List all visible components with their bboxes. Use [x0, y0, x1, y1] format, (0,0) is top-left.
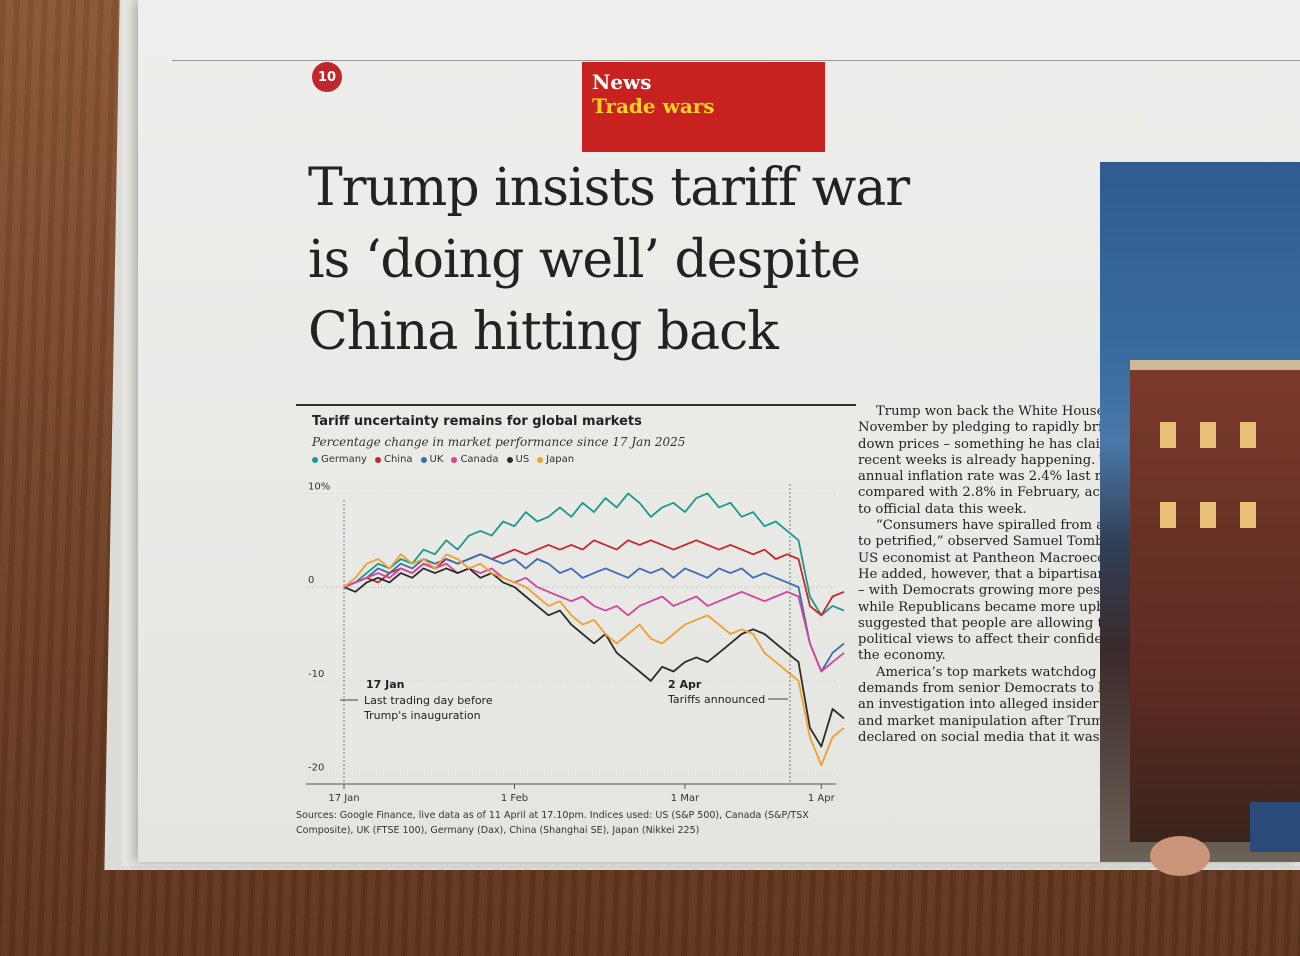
series-line-us: [343, 567, 845, 748]
series-line-japan: [343, 553, 845, 767]
legend-label: Germany: [321, 454, 367, 465]
y-axis-labels: 10% 0 -10 -20: [308, 481, 330, 773]
chart-plot-area: 10% 0 -10 -20 17 Jan 1 Feb 1 Mar 1 Apr 17 Jan …: [306, 481, 845, 804]
photo-window: [1240, 422, 1256, 448]
legend-dot: [506, 456, 513, 463]
body-paragraph: America’s top markets watchdog is facing…: [858, 664, 1158, 745]
legend-item-japan: Japan: [537, 454, 574, 465]
chart-subtitle: Percentage change in market performance …: [312, 435, 686, 449]
series-line-canada: [343, 562, 845, 673]
y-tick-label: -20: [308, 763, 324, 774]
section-kicker: News Trade wars: [582, 62, 825, 152]
x-axis-labels: 17 Jan 1 Feb 1 Mar 1 Apr: [306, 783, 836, 804]
headline-line: is ‘doing well’ despite: [308, 230, 861, 290]
annotation-jan: 17 Jan Last trading day before Trump's i…: [340, 500, 493, 784]
article-body: Trump won back the White House last Nove…: [858, 404, 1158, 746]
legend-dot: [312, 456, 318, 463]
legend-label: Japan: [546, 454, 575, 465]
photo-window: [1200, 502, 1216, 528]
y-tick-label: 0: [308, 575, 314, 586]
y-tick-label: -10: [308, 669, 324, 680]
series-line-uk: [343, 553, 845, 673]
photo-window: [1240, 502, 1256, 528]
topic-label: Trade wars: [592, 94, 715, 118]
x-tick-label: 1 Feb: [501, 793, 528, 804]
body-paragraph: “Consumers have spiralled from anxious t…: [858, 518, 1157, 664]
chart-series-lines: [343, 492, 845, 767]
annotation-apr: 2 Apr Tariffs announced: [667, 484, 791, 784]
headline: Trump insists tariff war is ‘doing well’…: [308, 152, 1068, 368]
legend-label: China: [383, 454, 413, 465]
thumb-holding-page: [1150, 836, 1210, 876]
legend-label: UK: [429, 454, 444, 465]
y-tick-label: 10%: [308, 481, 330, 492]
chart-gridlines: [306, 492, 836, 776]
legend-item-canada: Canada: [451, 454, 499, 465]
chart-legend: Germany China UK Canada US Japan: [312, 454, 574, 465]
x-tick-label: 1 Apr: [808, 793, 836, 804]
legend-label: Canada: [460, 454, 499, 465]
annotation-jan-date: 17 Jan: [366, 678, 404, 691]
legend-dot: [374, 456, 381, 463]
legend-item-us: US: [506, 454, 530, 465]
sources-line: Sources: Google Finance, live data as of…: [296, 810, 809, 821]
annotation-jan-line2: Trump's inauguration: [363, 709, 481, 722]
legend-item-china: China: [374, 454, 413, 465]
annotation-apr-date: 2 Apr: [668, 678, 702, 691]
legend-dot: [451, 456, 458, 463]
sources-line: Composite), UK (FTSE 100), Germany (Dax)…: [296, 825, 700, 836]
legend-item-germany: Germany: [312, 454, 367, 465]
section-label: News: [592, 70, 652, 94]
legend-label: US: [515, 454, 530, 465]
annotation-apr-text: Tariffs announced: [667, 693, 765, 706]
headline-line: Trump insists tariff war: [308, 158, 910, 218]
chart-sources: Sources: Google Finance, live data as of…: [296, 808, 826, 838]
legend-dot: [420, 456, 427, 463]
article-photo: [1100, 162, 1300, 862]
body-paragraph: Trump won back the White House last Nove…: [858, 404, 1152, 517]
series-line-china: [343, 539, 845, 617]
top-rule: [172, 60, 1300, 61]
photo-roof: [1130, 360, 1300, 370]
headline-line: China hitting back: [308, 302, 779, 362]
chart-title: Tariff uncertainty remains for global ma…: [312, 414, 642, 429]
chart-top-rule: [296, 404, 856, 406]
x-tick-label: 1 Mar: [671, 793, 700, 804]
market-chart: Tariff uncertainty remains for global ma…: [296, 404, 856, 844]
photo-window: [1200, 422, 1216, 448]
photo-bus: [1250, 802, 1300, 852]
series-line-germany: [343, 492, 845, 617]
photo-window: [1160, 422, 1176, 448]
photo-window: [1160, 502, 1176, 528]
annotation-jan-line1: Last trading day before: [364, 694, 493, 707]
legend-dot: [537, 456, 544, 463]
page-number-badge: 10: [312, 62, 342, 92]
legend-item-uk: UK: [420, 454, 444, 465]
x-tick-label: 17 Jan: [328, 793, 359, 804]
